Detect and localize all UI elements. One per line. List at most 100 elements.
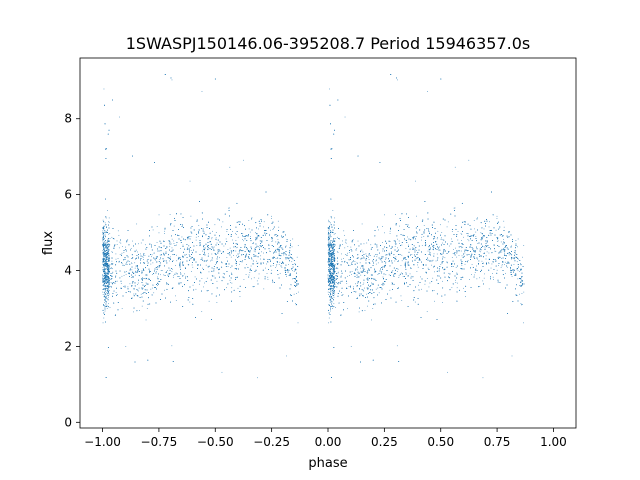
data-point [125, 273, 127, 275]
data-point [129, 261, 130, 262]
data-point [329, 271, 331, 272]
data-point [395, 214, 396, 215]
data-point [108, 222, 110, 223]
data-point [466, 250, 468, 251]
data-point [151, 254, 153, 256]
data-point [109, 238, 111, 240]
data-point [328, 267, 329, 268]
data-point [238, 251, 240, 252]
data-point [235, 262, 237, 264]
data-point [427, 267, 429, 269]
data-point [103, 281, 104, 283]
data-point [504, 264, 506, 265]
data-point [331, 292, 333, 293]
data-point [464, 252, 466, 254]
data-point [103, 247, 104, 249]
data-point [352, 239, 354, 241]
data-point [335, 268, 337, 269]
data-point [176, 260, 178, 262]
data-point [102, 239, 104, 241]
data-point [385, 263, 387, 265]
data-point [329, 277, 331, 278]
data-point [341, 292, 342, 293]
data-point [393, 240, 395, 242]
data-point [199, 283, 200, 285]
data-point [371, 282, 372, 284]
data-point [294, 263, 296, 264]
data-point [192, 284, 194, 286]
data-point [329, 280, 331, 282]
data-point [116, 240, 118, 242]
data-point [203, 286, 204, 288]
data-point [453, 266, 454, 267]
data-point [189, 301, 191, 303]
data-point [447, 221, 449, 223]
data-point [361, 249, 363, 251]
data-point [334, 253, 335, 255]
data-point [203, 250, 205, 252]
data-point [337, 263, 339, 265]
data-point [158, 232, 160, 234]
data-point [469, 279, 470, 280]
data-point [456, 256, 458, 258]
data-point [405, 261, 407, 263]
data-point [330, 290, 331, 292]
data-point [473, 256, 475, 257]
data-point [107, 257, 109, 259]
data-point [405, 248, 407, 249]
data-point [395, 256, 397, 258]
data-point [453, 249, 454, 250]
data-point [494, 244, 495, 246]
data-point [432, 277, 434, 279]
data-point [516, 268, 518, 270]
data-point [297, 291, 299, 293]
data-point [492, 273, 493, 274]
data-point [255, 232, 256, 234]
data-point [394, 245, 396, 247]
data-point [367, 256, 369, 257]
data-point [112, 271, 114, 273]
data-point [272, 257, 273, 259]
data-point [384, 214, 385, 216]
data-point [331, 262, 333, 263]
data-point [286, 276, 287, 277]
data-point [185, 275, 187, 277]
data-point [108, 269, 109, 271]
data-point [106, 275, 108, 277]
data-point [290, 273, 291, 275]
data-point [331, 227, 333, 229]
data-point [204, 282, 205, 284]
data-point [333, 240, 334, 242]
data-point [328, 240, 329, 242]
data-point [168, 240, 170, 242]
data-point [360, 274, 362, 276]
data-point [275, 248, 277, 250]
data-point [358, 311, 360, 313]
data-point [435, 260, 437, 262]
data-point [173, 225, 175, 227]
data-point [508, 254, 510, 256]
data-point [395, 243, 396, 245]
data-point [275, 258, 277, 259]
data-point [389, 289, 391, 291]
data-point [104, 271, 105, 272]
data-point [382, 226, 383, 227]
data-point [381, 271, 383, 272]
data-point [102, 281, 104, 283]
data-point [382, 250, 384, 252]
data-point [289, 253, 291, 255]
data-point [171, 247, 173, 249]
data-point [329, 247, 331, 249]
data-point [131, 277, 132, 278]
data-point [397, 287, 399, 289]
data-point [336, 251, 338, 253]
data-point [329, 225, 330, 227]
data-point [277, 248, 279, 249]
data-point [103, 284, 105, 286]
data-point [433, 236, 435, 237]
data-point [173, 243, 175, 244]
data-point [333, 262, 334, 264]
data-point [103, 283, 105, 285]
data-point [228, 253, 230, 255]
data-point [428, 286, 430, 288]
